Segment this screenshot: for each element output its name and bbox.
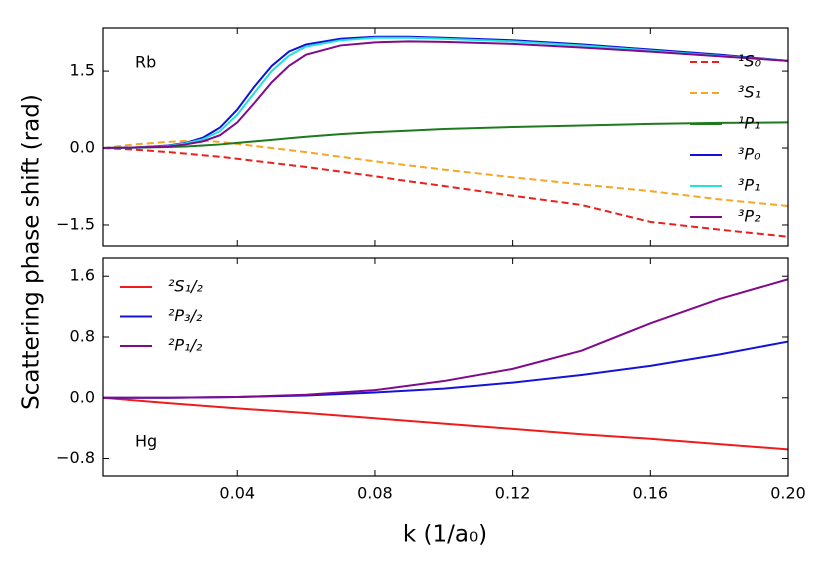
panel-label: Hg: [135, 432, 157, 451]
series-line: [102, 121, 789, 150]
y-axis-label: Scattering phase shift (rad): [19, 94, 45, 410]
plot-frame: [102, 257, 789, 477]
series-line: [102, 139, 789, 207]
legend-label: ²P₁/₂: [168, 336, 203, 355]
y-tick-label: 1.5: [70, 61, 95, 80]
legend-label: ³P₀: [738, 145, 761, 164]
x-tick-label: 0.20: [770, 484, 806, 503]
panel-label: Rb: [135, 53, 156, 72]
x-tick-label: 0.04: [219, 484, 255, 503]
legend-label: ³P₂: [738, 207, 761, 226]
y-tick-label: 0.8: [70, 326, 95, 345]
x-tick-label: 0.16: [632, 484, 668, 503]
y-tick-label: 1.6: [70, 266, 95, 285]
series-line: [103, 278, 789, 399]
plot-frame: [102, 27, 789, 247]
series-line: [103, 340, 789, 399]
x-tick-label: 0.12: [495, 484, 531, 503]
series-line: [102, 396, 789, 451]
legend-label: ³P₁: [738, 176, 760, 195]
legend-label: ¹S₀: [738, 52, 762, 71]
legend-label: ¹P₁: [738, 114, 760, 133]
y-tick-label: 0.0: [70, 387, 95, 406]
x-tick-label: 0.08: [357, 484, 393, 503]
y-tick-label: −1.5: [56, 214, 95, 233]
legend-label: ³S₁: [738, 83, 761, 102]
series-line: [102, 36, 789, 150]
y-tick-label: −0.8: [56, 448, 95, 467]
series-line: [102, 40, 789, 150]
legend-label: ²P₃/₂: [168, 306, 203, 325]
legend-label: ²S₁/₂: [168, 277, 203, 296]
y-tick-label: 0.0: [70, 138, 95, 157]
x-axis-label: k (1/a₀): [403, 522, 487, 548]
series-line: [102, 147, 789, 238]
